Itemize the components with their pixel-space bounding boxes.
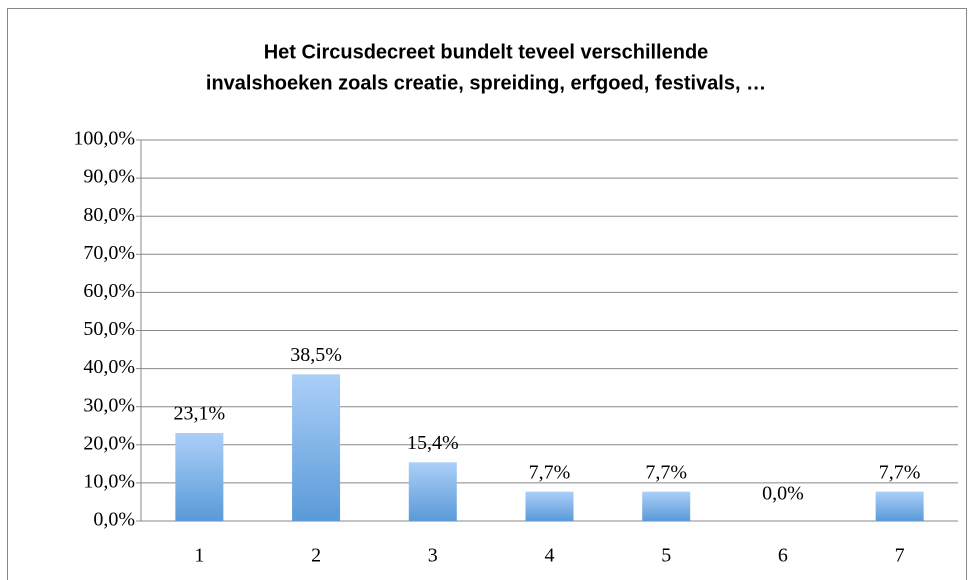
y-tick-label: 70,0%: [83, 242, 135, 264]
x-tick-label: 7: [895, 545, 905, 567]
bar: [408, 462, 457, 521]
bar: [292, 374, 341, 521]
x-tick-label: 6: [778, 545, 788, 567]
bar: [525, 491, 574, 521]
x-tick-label: 2: [311, 545, 321, 567]
data-label: 23,1%: [174, 403, 226, 425]
y-tick-label: 50,0%: [83, 318, 135, 340]
chart-title: Het Circusdecreet bundelt teveel verschi…: [264, 41, 709, 63]
bar: [642, 491, 691, 521]
data-label: 38,5%: [290, 344, 342, 366]
data-label: 7,7%: [879, 461, 921, 483]
y-tick-label: 90,0%: [83, 166, 135, 188]
y-tick-label: 80,0%: [83, 204, 135, 226]
y-tick-label: 40,0%: [83, 356, 135, 378]
data-label: 7,7%: [645, 461, 687, 483]
bar: [875, 491, 924, 521]
chart-title: invalshoeken zoals creatie, spreiding, e…: [206, 72, 766, 94]
y-tick-label: 0,0%: [93, 509, 135, 531]
y-tick-label: 10,0%: [83, 470, 135, 492]
x-tick-label: 1: [194, 545, 204, 567]
bar: [175, 432, 224, 521]
y-tick-label: 100,0%: [73, 128, 135, 150]
data-label: 0,0%: [762, 483, 804, 505]
y-tick-label: 60,0%: [83, 280, 135, 302]
data-label: 7,7%: [529, 461, 571, 483]
data-label: 15,4%: [407, 432, 459, 454]
y-tick-label: 30,0%: [83, 394, 135, 416]
x-tick-label: 3: [428, 545, 438, 567]
y-tick-label: 20,0%: [83, 432, 135, 454]
x-tick-label: 4: [545, 545, 555, 567]
chart-frame: [7, 8, 967, 580]
x-tick-label: 5: [661, 545, 671, 567]
